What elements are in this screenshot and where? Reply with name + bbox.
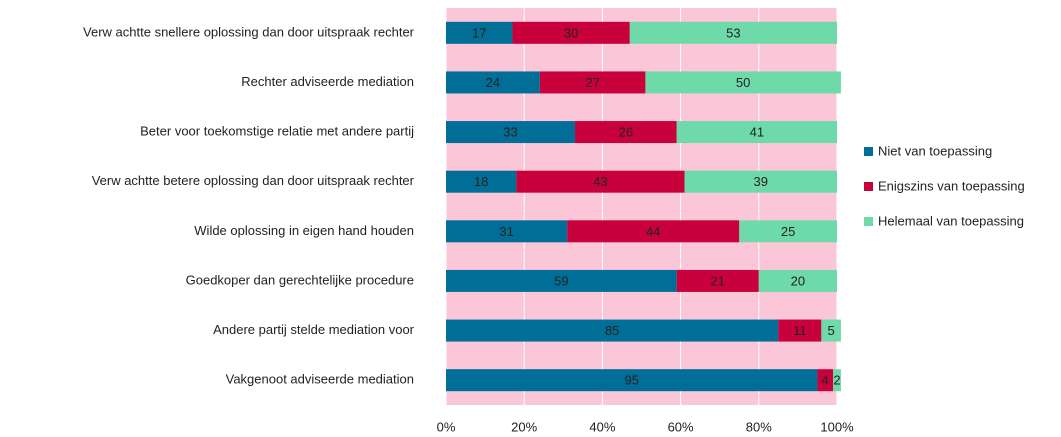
category-label: Goedkoper dan gerechtelijke procedure xyxy=(186,272,414,287)
category-label: Vakgenoot adviseerde mediation xyxy=(226,372,414,387)
x-tick-label: 80% xyxy=(746,419,772,434)
data-label: 59 xyxy=(554,273,568,288)
data-label: 95 xyxy=(624,373,638,388)
bar-segment xyxy=(446,71,540,94)
data-label: 85 xyxy=(605,323,619,338)
data-label: 26 xyxy=(619,125,633,140)
data-label: 53 xyxy=(726,25,740,40)
bar-segment xyxy=(778,319,822,342)
data-label: 30 xyxy=(564,25,578,40)
data-label: 18 xyxy=(474,174,488,189)
bar-segment xyxy=(446,121,576,144)
legend-swatch xyxy=(864,182,873,191)
x-tick-label: 60% xyxy=(668,419,694,434)
bar-segment xyxy=(446,170,517,193)
bar-segment xyxy=(446,220,568,243)
x-tick-label: 0% xyxy=(437,419,456,434)
legend-swatch xyxy=(864,217,873,226)
bar-segment xyxy=(575,121,677,144)
data-label: 41 xyxy=(750,125,764,140)
bar-segment xyxy=(629,21,837,44)
legend-swatch xyxy=(864,147,873,156)
bar-segment xyxy=(516,170,685,193)
plot-background xyxy=(446,8,837,405)
bar-segment xyxy=(676,121,837,144)
bar-segment xyxy=(684,170,837,193)
x-tick-label: 100% xyxy=(820,419,854,434)
data-label: 44 xyxy=(646,224,660,239)
bar-segment xyxy=(446,369,818,392)
data-label: 25 xyxy=(781,224,795,239)
bar-segment xyxy=(645,71,841,94)
data-label: 21 xyxy=(711,273,725,288)
bar-segment xyxy=(567,220,740,243)
legend-label: Niet van toepassing xyxy=(878,143,992,158)
data-label: 11 xyxy=(793,323,807,338)
data-label: 27 xyxy=(585,75,599,90)
category-label: Andere partij stelde mediation voor xyxy=(213,322,415,337)
bar-segment xyxy=(512,21,630,44)
data-label: 5 xyxy=(828,323,835,338)
bar-segment xyxy=(758,269,837,292)
legend-label: Enigszins van toepassing xyxy=(878,178,1025,193)
category-label: Verw achtte betere oplossing dan door ui… xyxy=(92,173,415,188)
bar-segment xyxy=(676,269,759,292)
data-label: 4 xyxy=(822,373,829,388)
bar-segment xyxy=(446,21,513,44)
bar-segment xyxy=(739,220,837,243)
bar-segment xyxy=(817,369,834,392)
category-label: Wilde oplossing in eigen hand houden xyxy=(194,223,414,238)
category-label: Beter voor toekomstige relatie met ander… xyxy=(140,124,414,139)
data-label: 43 xyxy=(593,174,607,189)
data-label: 33 xyxy=(503,125,517,140)
bar-segment xyxy=(821,319,841,342)
category-label: Verw achtte snellere oplossing dan door … xyxy=(83,24,415,39)
data-label: 24 xyxy=(486,75,500,90)
legend-label: Helemaal van toepassing xyxy=(878,213,1024,228)
bar-segment xyxy=(446,269,677,292)
data-label: 50 xyxy=(736,75,750,90)
bar-segment xyxy=(833,369,841,392)
data-label: 31 xyxy=(499,224,513,239)
x-tick-label: 20% xyxy=(511,419,537,434)
bar-segment xyxy=(446,319,779,342)
data-label: 2 xyxy=(833,373,840,388)
data-label: 17 xyxy=(472,25,486,40)
x-tick-label: 40% xyxy=(589,419,615,434)
category-label: Rechter adviseerde mediation xyxy=(241,74,414,89)
bar-segment xyxy=(539,71,646,94)
data-label: 39 xyxy=(754,174,768,189)
data-label: 20 xyxy=(791,273,805,288)
